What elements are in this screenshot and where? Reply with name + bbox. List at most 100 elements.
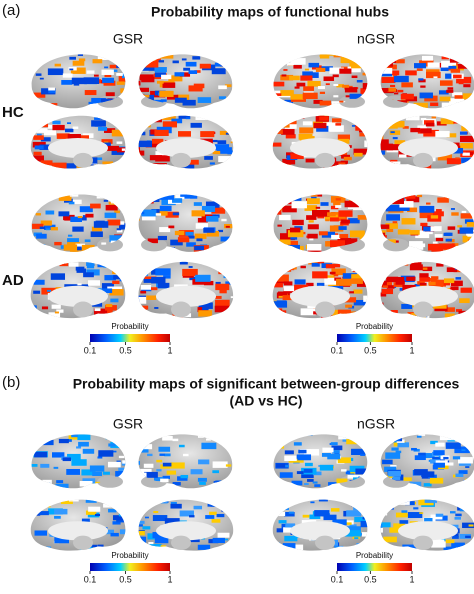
brain [31, 54, 126, 109]
activation-patch [73, 246, 82, 251]
activation-patch [380, 132, 382, 138]
activation-patch [368, 87, 377, 91]
activation-patch [143, 94, 150, 98]
activation-patch [34, 530, 47, 536]
activation-patch [220, 266, 227, 270]
activation-patch [338, 210, 353, 217]
activation-patch [296, 471, 304, 475]
activation-patch [40, 160, 53, 166]
activation-patch [386, 214, 401, 221]
activation-patch [39, 500, 45, 503]
activation-patch [46, 103, 58, 108]
activation-patch [460, 143, 473, 149]
activation-patch [273, 81, 285, 87]
activation-patch [424, 120, 435, 125]
activation-patch [144, 61, 159, 68]
activation-patch [294, 279, 306, 285]
activation-patch [72, 60, 85, 66]
activation-patch [140, 290, 147, 294]
activation-patch [62, 73, 73, 78]
activation-patch [315, 206, 321, 209]
activation-patch [283, 69, 288, 71]
activation-patch [97, 456, 103, 459]
activation-patch [82, 448, 95, 454]
activation-patch [59, 194, 65, 197]
activation-patch [419, 512, 424, 514]
activation-patch [432, 241, 438, 244]
brain-surface [273, 434, 368, 489]
activation-patch [459, 298, 470, 304]
activation-patch [215, 281, 221, 285]
activation-patch [68, 201, 75, 205]
activation-patch [154, 209, 168, 216]
activation-patch [142, 214, 156, 221]
activation-patch [416, 435, 422, 438]
activation-patch [89, 465, 105, 472]
activation-patch [121, 72, 126, 79]
activation-patch [55, 483, 69, 489]
activation-patch [101, 69, 114, 75]
activation-patch [369, 69, 380, 74]
activation-patch [138, 67, 140, 74]
brain [272, 115, 368, 169]
activation-patch [77, 216, 83, 219]
activation-patch [353, 148, 368, 155]
activation-patch [305, 434, 313, 436]
activation-patch [388, 196, 405, 204]
activation-patch [71, 434, 78, 438]
activation-patch [356, 439, 368, 444]
activation-patch [319, 54, 330, 59]
activation-patch [143, 279, 153, 283]
activation-patch [419, 92, 433, 99]
activation-patch [231, 516, 234, 519]
activation-patch [337, 309, 351, 316]
activation-patch [141, 76, 155, 83]
activation-patch [380, 131, 382, 138]
activation-patch [402, 126, 409, 129]
activation-patch [138, 245, 140, 249]
cerebellum [339, 475, 365, 488]
activation-patch [358, 126, 368, 133]
activation-patch [206, 230, 219, 237]
activation-patch [302, 92, 318, 100]
activation-patch [468, 524, 474, 527]
activation-patch [324, 275, 335, 280]
activation-patch [458, 470, 468, 475]
activation-patch [398, 205, 410, 211]
activation-patch [291, 480, 303, 486]
activation-patch [121, 245, 126, 252]
activation-patch [365, 308, 368, 316]
activation-patch [53, 466, 59, 469]
activation-patch [304, 68, 310, 71]
activation-patch [216, 147, 232, 154]
activation-patch [333, 95, 339, 98]
activation-patch [337, 457, 352, 464]
activation-patch [426, 231, 433, 235]
activation-patch [407, 512, 423, 519]
activation-patch [437, 154, 453, 161]
activation-patch [311, 262, 320, 267]
brain [369, 54, 474, 109]
activation-patch [230, 141, 234, 144]
activation-patch [380, 60, 393, 67]
activation-patch [140, 468, 152, 474]
activation-patch [383, 536, 397, 543]
activation-patch [392, 476, 401, 480]
activation-patch [119, 529, 126, 535]
activation-patch [166, 470, 177, 475]
activation-patch [380, 119, 392, 125]
activation-patch [127, 503, 137, 507]
activation-patch [399, 520, 409, 524]
activation-patch [159, 205, 172, 212]
activation-patch [328, 482, 337, 486]
activation-patch [463, 84, 471, 88]
activation-patch [285, 134, 296, 139]
activation-patch [472, 229, 474, 232]
activation-patch [93, 261, 99, 263]
activation-patch [296, 82, 306, 87]
activation-patch [303, 86, 315, 91]
activation-patch [138, 115, 144, 120]
activation-patch [456, 76, 472, 84]
activation-patch [341, 66, 350, 71]
activation-patch [93, 308, 109, 316]
